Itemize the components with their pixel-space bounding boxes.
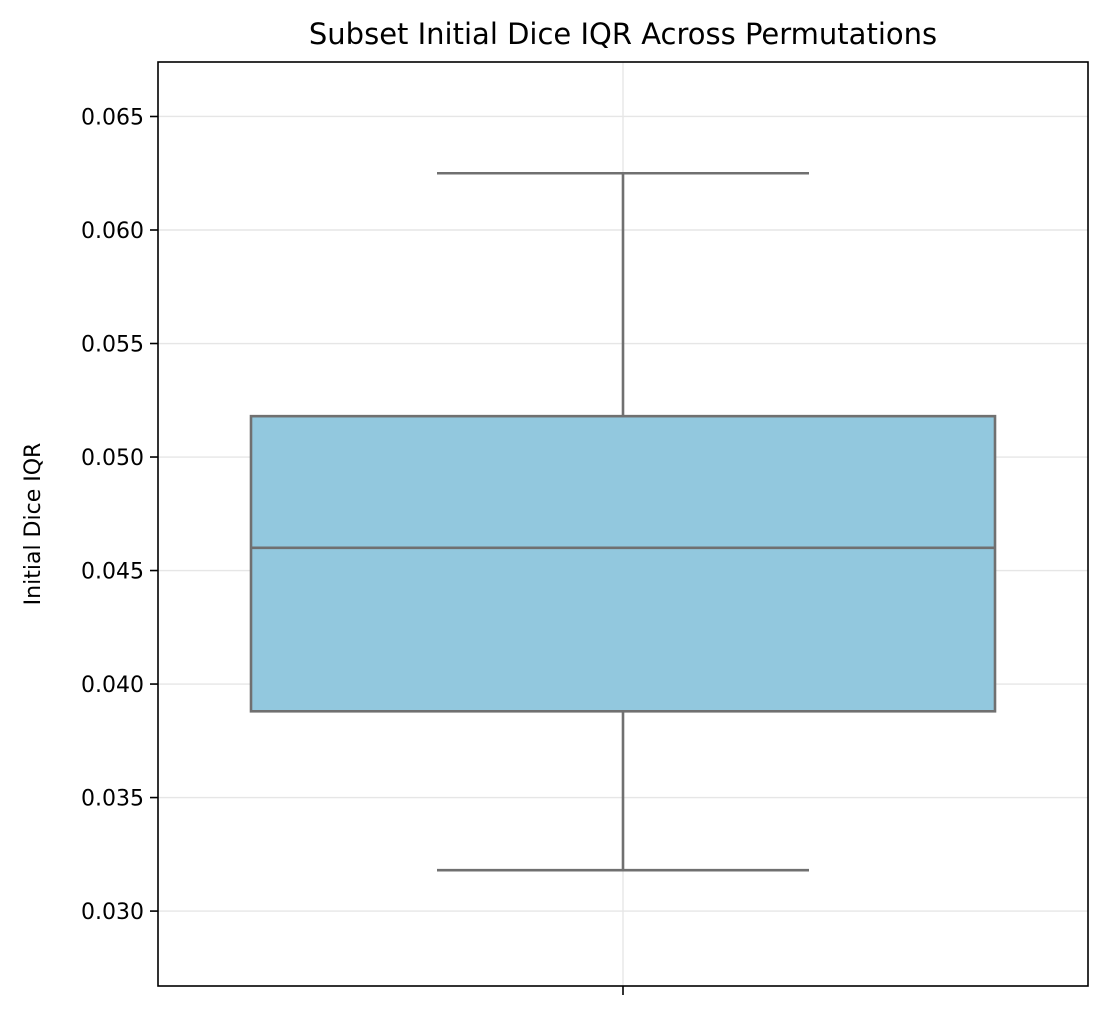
y-tick-label: 0.065 [81, 105, 144, 130]
y-tick-label: 0.035 [81, 787, 144, 812]
y-tick-label: 0.045 [81, 560, 144, 585]
y-tick-label: 0.040 [81, 673, 144, 698]
y-tick-label: 0.055 [81, 333, 144, 358]
y-axis-ticks: 0.030 0.035 0.040 0.045 0.050 0.055 0.060 0.065 [81, 105, 158, 925]
y-axis-title: Initial Dice IQR [21, 443, 46, 606]
chart-title: Subset Initial Dice IQR Across Permutati… [309, 17, 937, 51]
y-tick-label: 0.060 [81, 219, 144, 244]
box-plot [249, 171, 997, 872]
y-tick-label: 0.030 [81, 900, 144, 925]
y-tick-label: 0.050 [81, 446, 144, 471]
iqr-box [249, 414, 997, 713]
